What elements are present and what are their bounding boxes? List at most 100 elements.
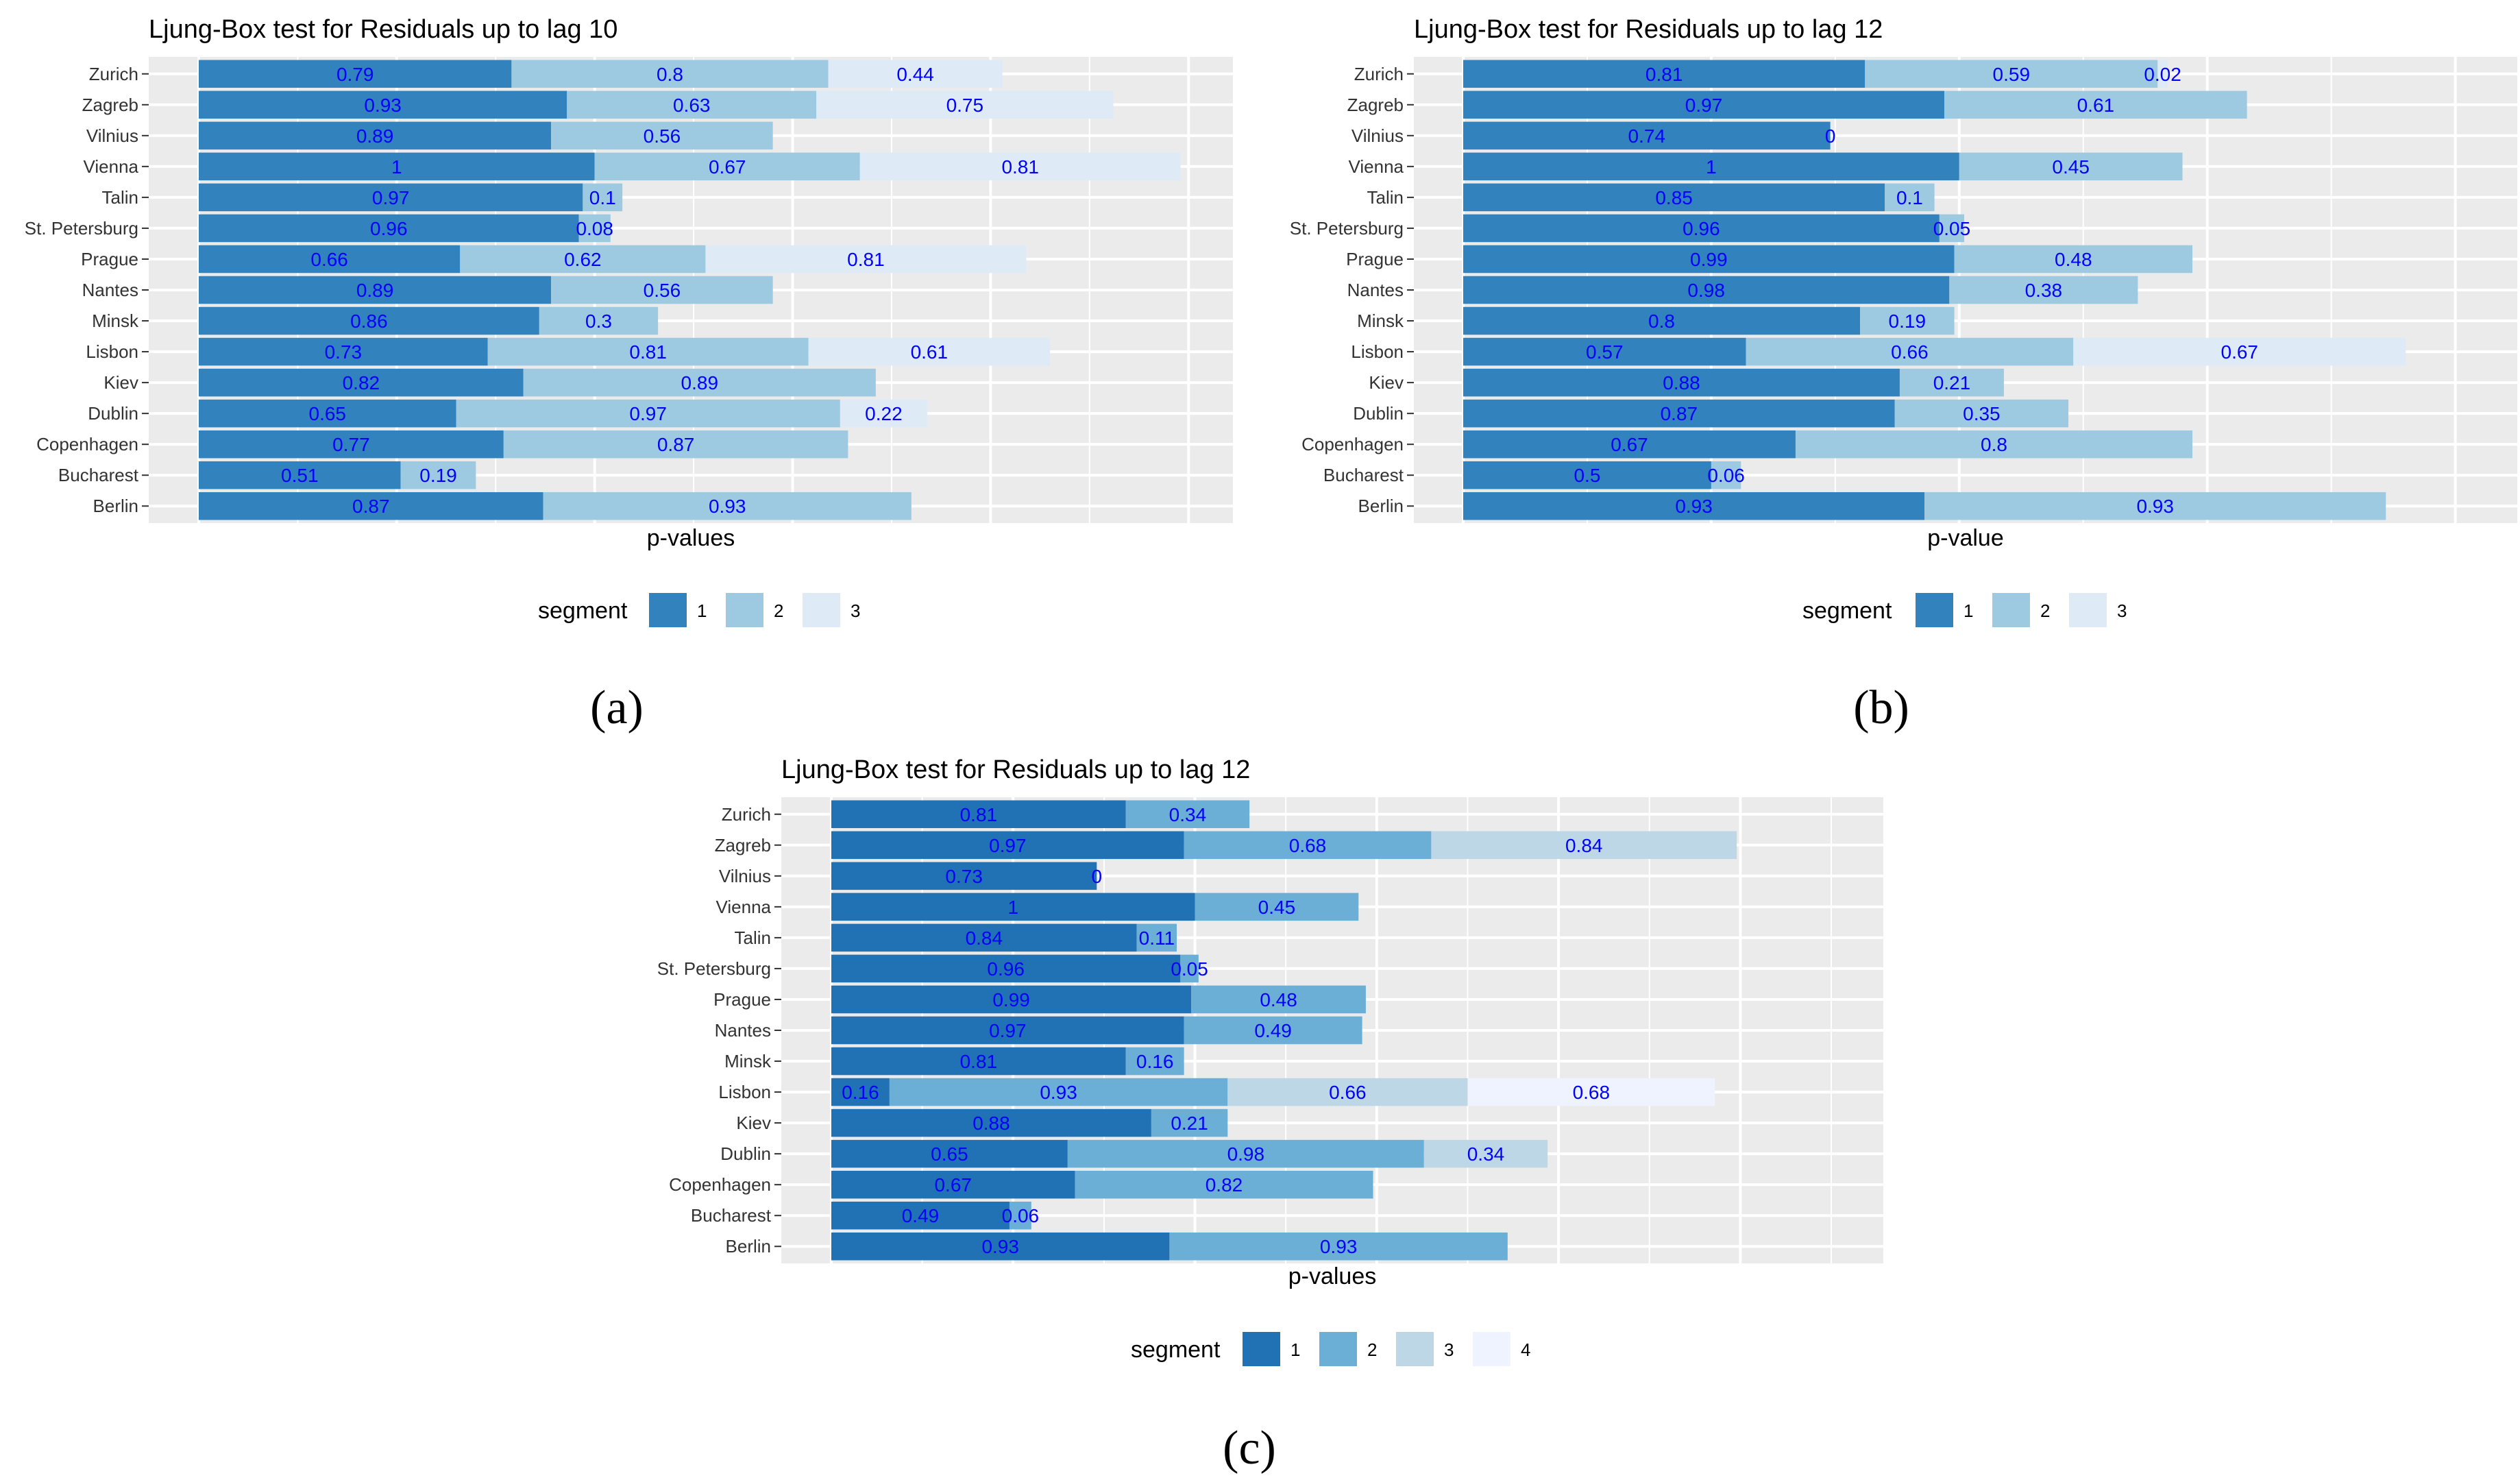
y-tick-label: Kiev (736, 1113, 771, 1133)
bar-segment (199, 306, 539, 335)
data-label: 0.93 (2136, 496, 2174, 517)
legend-key-2 (726, 593, 763, 627)
data-label: 0.77 (332, 434, 370, 455)
y-tick-label: Berlin (726, 1236, 771, 1257)
y-tick-label: Prague (713, 989, 771, 1010)
data-label: 0.87 (657, 434, 695, 455)
y-tick-label: St. Petersburg (657, 958, 771, 979)
data-label: 0.98 (1687, 280, 1725, 301)
y-tick-label: Zurich (1354, 64, 1404, 84)
bar-segment (199, 461, 401, 489)
bar-segment (1711, 461, 1741, 489)
bar-segment (831, 923, 1137, 952)
data-label: 0.67 (1611, 434, 1648, 455)
data-label: 0.06 (1707, 465, 1745, 486)
bar-segment (199, 399, 456, 428)
bar-segment (831, 831, 1184, 860)
data-label: 0.85 (1655, 187, 1693, 208)
data-label: 0.93 (364, 95, 402, 116)
panel-caption: (c) (1223, 1422, 1276, 1475)
data-label: 0.97 (989, 1020, 1027, 1041)
y-tick-label: Vienna (716, 897, 772, 917)
y-tick-label: Talin (735, 927, 771, 948)
legend-title: segment (1131, 1337, 1221, 1363)
bar-segment (1169, 1232, 1508, 1261)
data-label: 0.93 (709, 496, 746, 517)
data-label: 0.34 (1467, 1143, 1505, 1165)
legend-label: 3 (2117, 601, 2127, 621)
bar-segment (840, 399, 927, 428)
legend-key-2 (1319, 1332, 1357, 1366)
bar-segment (1463, 461, 1711, 489)
bar-segment (816, 90, 1114, 119)
bar-segment (1463, 337, 1746, 366)
data-label: 0.97 (629, 403, 667, 424)
data-label: 0.21 (1933, 372, 1971, 393)
chart-c: Ljung-Box test for Residuals up to lag 1… (657, 755, 1883, 1475)
legend-label: 3 (851, 601, 860, 621)
y-tick-label: Bucharest (691, 1205, 772, 1226)
data-label: 0.84 (1565, 835, 1603, 856)
bar-segment (705, 245, 1027, 274)
data-label: 0.68 (1289, 835, 1327, 856)
legend-title: segment (1802, 598, 1892, 624)
bar-segment (1125, 1047, 1184, 1076)
y-tick-label: Copenhagen (669, 1174, 771, 1195)
data-label: 0.97 (372, 187, 410, 208)
data-label: 0.81 (960, 1051, 998, 1072)
data-label: 0 (1092, 866, 1103, 887)
data-label: 0.67 (2221, 341, 2259, 363)
legend-label: 3 (1444, 1339, 1454, 1360)
bar-segment (551, 276, 773, 304)
legend-key-3 (2069, 593, 2107, 627)
data-label: 0.99 (992, 989, 1030, 1010)
y-tick-label: Berlin (1358, 496, 1404, 516)
data-label: 0.16 (842, 1082, 879, 1103)
y-tick-label: Nantes (715, 1020, 771, 1041)
legend-key-3 (803, 593, 840, 627)
data-label: 0.45 (2052, 156, 2090, 178)
bar-segment (1463, 245, 1955, 274)
data-label: 0.62 (564, 249, 602, 270)
bar-segment (503, 430, 848, 459)
bar-segment (511, 60, 829, 88)
data-label: 0.68 (1573, 1082, 1611, 1103)
chart-title: Ljung-Box test for Residuals up to lag 1… (781, 755, 1250, 784)
bar-segment (543, 492, 912, 520)
data-label: 0.22 (865, 403, 903, 424)
chart-b: Ljung-Box test for Residuals up to lag 1… (1290, 15, 2517, 734)
legend-label: 1 (1290, 1339, 1300, 1360)
data-label: 1 (391, 156, 402, 178)
data-label: 0.5 (1574, 465, 1600, 486)
bar-segment (1899, 368, 2004, 397)
legend-key-3 (1396, 1332, 1434, 1366)
data-label: 0.05 (1933, 218, 1971, 239)
bar-segment (1463, 214, 1940, 243)
bar-segment (1885, 183, 1935, 212)
bar-segment (199, 183, 583, 212)
data-label: 0.89 (356, 125, 394, 147)
legend-label: 4 (1521, 1339, 1530, 1360)
bar-segment (1431, 831, 1737, 860)
y-tick-label: Vilnius (86, 125, 138, 146)
bar-segment (456, 399, 840, 428)
legend-key-2 (1992, 593, 2030, 627)
bar-segment (199, 60, 512, 88)
x-axis-label: p-values (1288, 1263, 1377, 1289)
y-tick-label: Kiev (103, 372, 138, 393)
bar-segment (1136, 923, 1177, 952)
y-tick-label: Copenhagen (1301, 434, 1404, 454)
bar-segment (551, 121, 773, 150)
bar-segment (2073, 337, 2406, 366)
bar-segment (1795, 430, 2192, 459)
bar-segment (199, 368, 524, 397)
bar-segment (1860, 306, 1955, 335)
y-tick-label: Lisbon (718, 1082, 771, 1102)
y-tick-label: Nantes (1347, 280, 1404, 300)
data-label: 0.16 (1136, 1051, 1174, 1072)
data-label: 0.81 (629, 341, 667, 363)
bar-segment (831, 1047, 1126, 1076)
data-label: 0.56 (644, 280, 681, 301)
bar-segment (1067, 1139, 1424, 1168)
bar-segment (1463, 399, 1895, 428)
